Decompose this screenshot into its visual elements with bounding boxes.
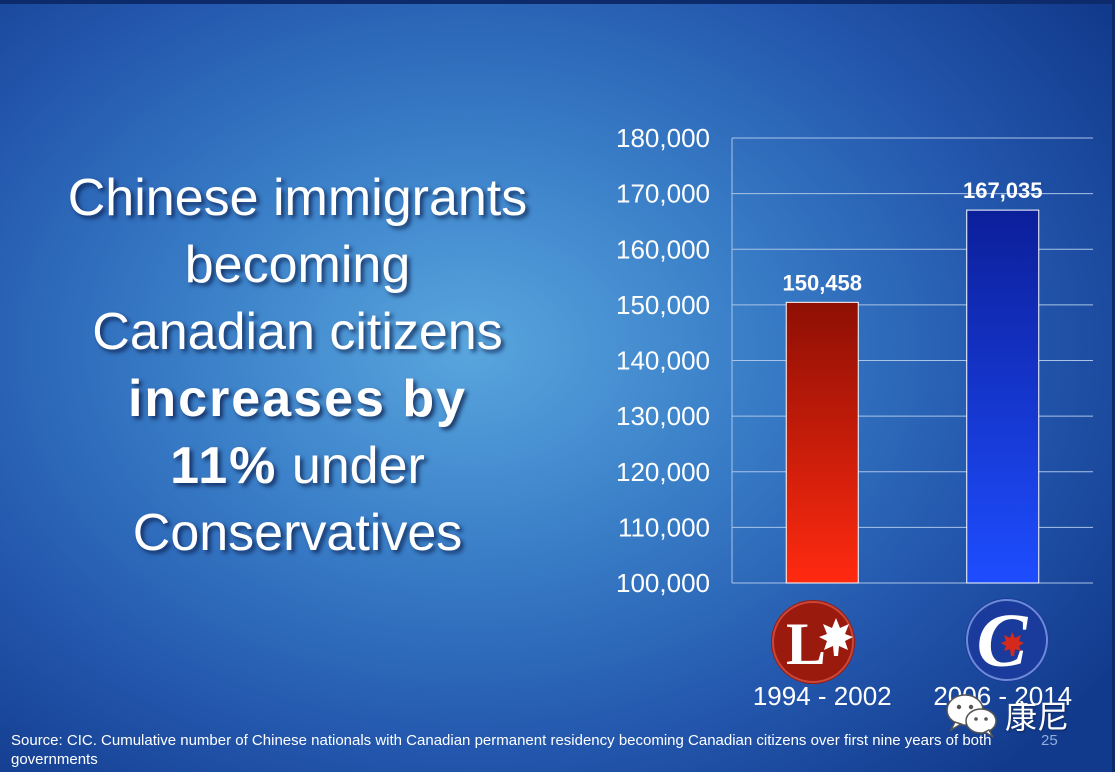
headline-line-5: 11% under <box>20 433 575 500</box>
slide-right-border <box>1112 0 1115 772</box>
chart-category-logos: L C <box>771 598 1049 684</box>
conservative-logo-letter: C <box>977 599 1029 683</box>
conservative-party-logo-icon: C <box>965 598 1049 683</box>
headline: Chinese immigrants becoming Canadian cit… <box>20 165 575 567</box>
wechat-watermark: 康尼 <box>943 690 1093 740</box>
category-label: 1994 - 2002 <box>753 681 892 711</box>
y-tick-label: 170,000 <box>616 179 710 209</box>
bar-data-label: 150,458 <box>782 270 862 295</box>
headline-line-1: Chinese immigrants <box>67 169 528 227</box>
watermark-text: 康尼 <box>1005 699 1070 735</box>
y-tick-label: 130,000 <box>616 401 710 431</box>
y-tick-label: 100,000 <box>616 568 710 598</box>
y-tick-label: 140,000 <box>616 346 710 376</box>
bar <box>966 209 1040 584</box>
bar <box>785 301 859 584</box>
y-tick-label: 110,000 <box>618 512 710 542</box>
slide-number: 25 <box>1041 732 1058 749</box>
source-note: Source: CIC. Cumulative number of Chines… <box>11 732 992 768</box>
headline-line-5-rest: under <box>277 437 425 495</box>
headline-line-2: becoming <box>184 236 411 294</box>
headline-line-4: increases by <box>127 370 468 428</box>
headline-line-6: Conservatives <box>132 504 463 562</box>
wechat-icon <box>946 694 997 738</box>
headline-line-3: Canadian citizens <box>92 303 503 361</box>
headline-percent: 11% <box>170 437 278 495</box>
liberal-party-logo-icon: L <box>771 600 855 684</box>
y-tick-label: 120,000 <box>616 457 710 487</box>
slide-top-border <box>0 0 1115 4</box>
bar-chart: 100,000 110,000 120,000 130,000 140,000 150,0… <box>616 123 1093 711</box>
liberal-logo-letter: L <box>786 611 826 677</box>
bar-data-label: 167,035 <box>963 178 1043 203</box>
y-tick-label: 150,000 <box>616 290 710 320</box>
chart-bars: 150,458 167,035 <box>782 178 1043 584</box>
y-tick-label: 180,000 <box>616 123 710 153</box>
chart-y-axis: 100,000 110,000 120,000 130,000 140,000 150,0… <box>616 123 733 598</box>
y-tick-label: 160,000 <box>616 234 710 264</box>
